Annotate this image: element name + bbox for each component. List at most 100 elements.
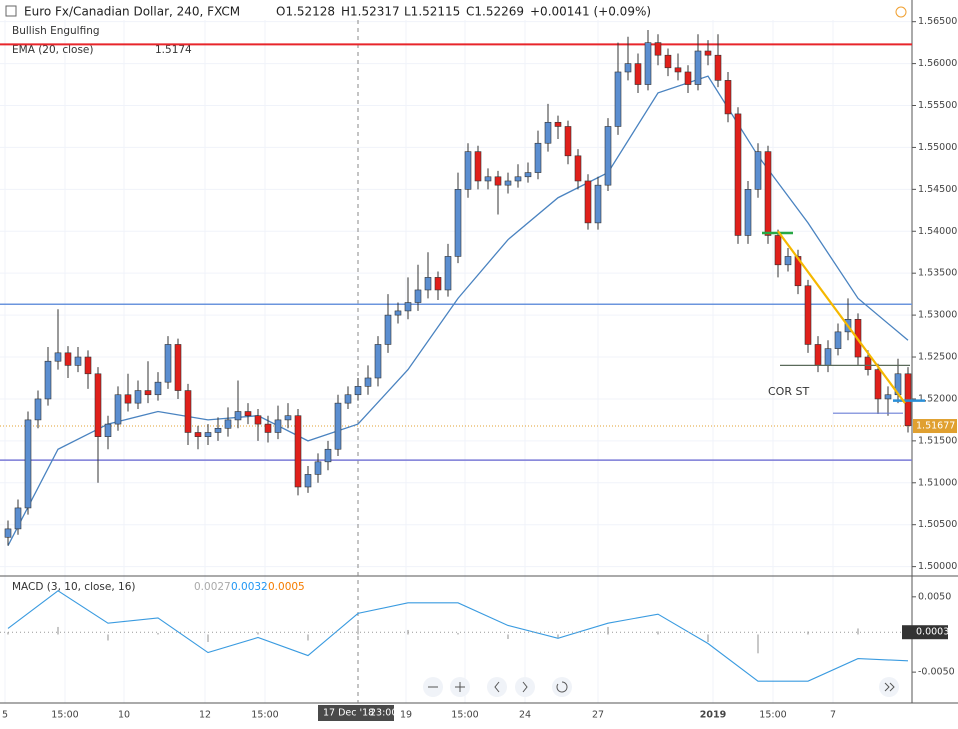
candle-body: [784, 256, 792, 266]
price-tick-label: 1.52500: [918, 352, 957, 363]
candle-body: [604, 126, 612, 186]
candle-body: [884, 394, 892, 400]
candle-body: [394, 310, 402, 316]
pattern-legend[interactable]: Bullish Engulfing: [12, 25, 100, 37]
candle-body: [434, 277, 442, 291]
candle-body: [314, 461, 322, 475]
icon: [522, 681, 528, 693]
time-tick-label: 24: [519, 710, 531, 721]
candle-body: [744, 189, 752, 236]
candle-body: [374, 344, 382, 379]
candle-body: [774, 235, 782, 266]
candle-body: [64, 352, 72, 366]
candle-body: [794, 256, 802, 287]
crosshair-time: 23:00: [370, 708, 397, 719]
ema-legend[interactable]: EMA (20, close): [12, 44, 94, 56]
candle-body: [274, 419, 282, 433]
candle-body: [254, 415, 262, 425]
macd-reading: 0.0032: [231, 581, 268, 593]
macd-reading: 0.0027: [194, 581, 231, 593]
candle-body: [24, 419, 32, 509]
icon: [884, 682, 895, 692]
candle-body: [304, 474, 312, 488]
time-tick-label: 15:00: [451, 710, 478, 721]
price-tick-label: 1.53500: [918, 268, 957, 279]
candle-body: [874, 369, 882, 400]
symbol-title[interactable]: Euro Fx/Canadian Dollar, 240, FXCM: [24, 5, 240, 19]
candle-body: [4, 528, 12, 538]
collapse-icon[interactable]: [5, 5, 17, 17]
candle-body: [44, 360, 52, 400]
close: C1.52269: [466, 5, 524, 19]
candle-body: [764, 151, 772, 236]
candle-body: [634, 63, 642, 85]
candle-body: [94, 373, 102, 437]
candle-body: [284, 415, 292, 421]
candle-body: [514, 176, 522, 182]
candle-body: [484, 176, 492, 182]
macd-legend[interactable]: MACD (3, 10, close, 16): [12, 581, 135, 593]
candle-body: [824, 348, 832, 366]
candle-body: [164, 344, 172, 383]
candle-body: [464, 151, 472, 190]
time-tick-label: 27: [592, 710, 604, 721]
price-tick-label: 1.55000: [918, 142, 957, 153]
navigation: [423, 677, 899, 697]
candle-body: [74, 356, 82, 366]
candle-body: [564, 126, 572, 157]
candle-body: [504, 180, 512, 186]
scroll-right[interactable]: [515, 677, 535, 697]
candle-body: [134, 390, 142, 404]
candle-body: [54, 352, 62, 362]
candle-body: [294, 415, 302, 488]
price-tick-label: 1.51000: [918, 477, 957, 488]
time-tick-label: 19: [400, 710, 412, 721]
candle-body: [334, 402, 342, 450]
scroll-left[interactable]: [487, 677, 507, 697]
reset[interactable]: [552, 677, 572, 697]
candle-body: [524, 172, 532, 178]
icon: [494, 681, 500, 693]
price-tick-label: 1.50500: [918, 519, 957, 530]
candle-body: [694, 50, 702, 85]
candle-body: [684, 71, 692, 85]
candle-body: [544, 121, 552, 144]
time-tick-label: 2019: [700, 710, 726, 721]
macd-current-box: [902, 625, 948, 640]
macd-line: [7, 590, 909, 682]
candle-body: [554, 121, 562, 127]
candle-body: [344, 394, 352, 404]
time-tick-label: 15:00: [759, 710, 786, 721]
candle-body: [444, 256, 452, 291]
alert-icon[interactable]: [895, 6, 907, 18]
candle-body: [84, 356, 92, 375]
candle-body: [574, 155, 582, 182]
price-tick-label: 1.56500: [918, 16, 957, 27]
price-tick-label: 1.56000: [918, 58, 957, 69]
candle-body: [404, 302, 412, 312]
icon: [455, 682, 465, 692]
candle-body: [674, 67, 682, 73]
candle-body: [594, 184, 602, 224]
price-tick-label: 1.55500: [918, 100, 957, 111]
time-tick-label: 10: [118, 710, 130, 721]
trend-line: [777, 230, 906, 404]
price-label-box: [913, 419, 957, 434]
candle-body: [414, 289, 422, 303]
macd-tick-label: -0.0050: [918, 667, 955, 678]
candle-body: [804, 285, 812, 345]
candle-body: [704, 50, 712, 56]
time-tick-label: 7: [830, 710, 836, 721]
crosshair-date: 17 Dec '18: [323, 708, 374, 719]
candle-body: [154, 381, 162, 396]
candle-body: [214, 427, 222, 433]
high: H1.52317: [341, 5, 400, 19]
candle-body: [424, 277, 432, 291]
candle-body: [104, 423, 112, 437]
annotation: COR ST: [768, 385, 809, 398]
candle-body: [454, 189, 462, 257]
low: L1.52115: [404, 5, 460, 19]
candle-body: [654, 42, 662, 56]
macd-tick-label: 0.0050: [918, 591, 951, 602]
candle-body: [174, 344, 182, 391]
